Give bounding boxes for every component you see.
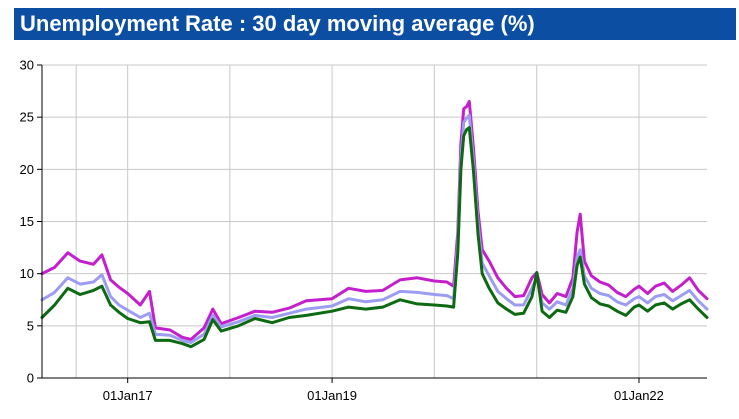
y-tick-label-30: 30 [20, 58, 34, 73]
x-tick-label-1: 01Jan19 [307, 388, 357, 403]
series-line-2 [40, 126, 709, 349]
y-tick-label-0: 0 [27, 371, 34, 386]
y-tick-label-15: 15 [20, 214, 34, 229]
y-tick-label-25: 25 [20, 110, 34, 125]
y-tick-label-20: 20 [20, 162, 34, 177]
chart-title: Unemployment Rate : 30 day moving averag… [14, 8, 736, 40]
y-tick-label-10: 10 [20, 266, 34, 281]
y-tick-label-5: 5 [27, 318, 34, 333]
series-line-0 [40, 100, 709, 341]
x-tick-label-2: 01Jan22 [614, 388, 664, 403]
series-line-1 [40, 113, 709, 344]
series-group [40, 100, 709, 349]
x-tick-label-0: 01Jan17 [103, 388, 153, 403]
axes [37, 64, 707, 383]
x-tick-labels: 01Jan17 01Jan19 01Jan22 [103, 388, 664, 403]
y-tick-labels: 0 5 10 15 20 25 30 [20, 58, 34, 386]
grid [42, 64, 707, 379]
